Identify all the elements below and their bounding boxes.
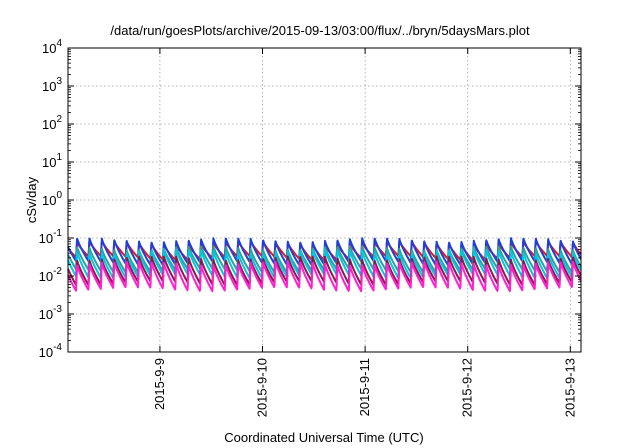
y-tick-label: 100 — [42, 190, 62, 208]
x-tick-label: 2015-9-12 — [460, 358, 475, 417]
x-tick-label: 2015-9-10 — [255, 358, 270, 417]
y-tick-label: 102 — [42, 114, 62, 132]
y-tick-label: 10-2 — [39, 266, 63, 284]
y-tick-label: 10-4 — [39, 342, 63, 360]
x-axis-title: Coordinated Universal Time (UTC) — [224, 430, 423, 445]
grid — [68, 48, 581, 352]
chart-title: /data/run/goesPlots/archive/2015-09-13/0… — [110, 23, 530, 38]
y-tick-label: 10-1 — [39, 228, 63, 246]
y-tick-label: 10-3 — [39, 304, 63, 322]
y-tick-label: 104 — [42, 38, 62, 56]
x-tick-label: 2015-9-9 — [152, 358, 167, 410]
y-axis-title: cSv/day — [24, 176, 39, 223]
x-tick-label: 2015-9-11 — [357, 358, 372, 416]
y-tick-label: 103 — [42, 76, 62, 94]
series-lines — [67, 237, 582, 293]
y-tick-label: 101 — [42, 152, 62, 170]
x-tick-label: 2015-9-13 — [562, 358, 577, 417]
series-line-6 — [67, 260, 582, 293]
axes: 10-4 10-3 10-2 10-1 100 101 102 103 104 2015-9-9 2… — [39, 38, 581, 417]
